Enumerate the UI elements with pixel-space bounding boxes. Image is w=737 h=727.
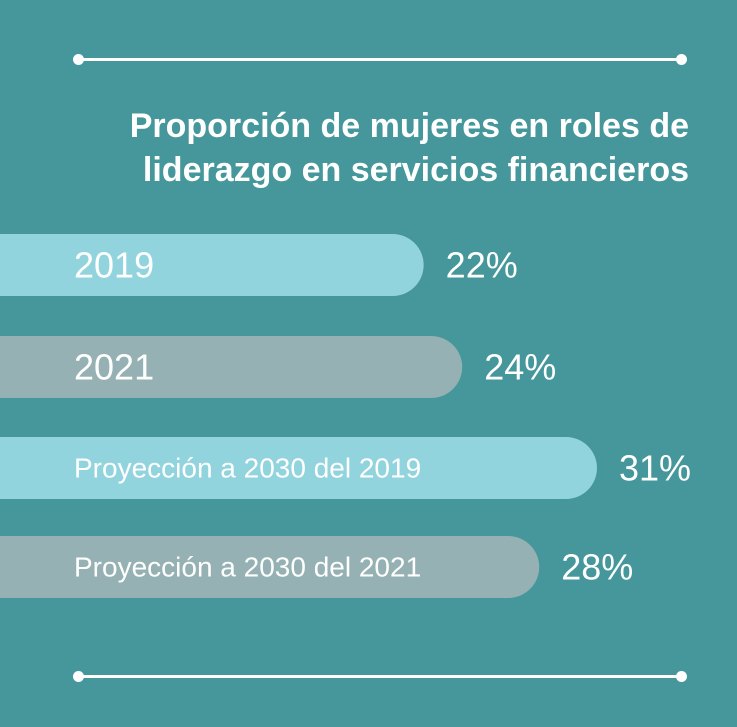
divider-dot-right — [676, 671, 687, 682]
bar-value-label: 28% — [561, 547, 633, 588]
bar-category-label: 2019 — [74, 245, 154, 286]
divider-dot-right — [676, 54, 687, 65]
divider-dot-left — [73, 671, 84, 682]
bottom-divider — [73, 671, 687, 682]
bar-value-label: 31% — [619, 448, 691, 489]
divider-dot-left — [73, 54, 84, 65]
bar-2 — [0, 336, 463, 398]
bar-category-label: 2021 — [74, 347, 154, 388]
chart-title: Proporción de mujeres en roles de lidera… — [129, 107, 689, 189]
bar-4 — [0, 536, 540, 598]
bar-category-label: Proyección a 2030 del 2021 — [74, 552, 421, 583]
bar-1 — [0, 234, 424, 296]
top-divider — [73, 54, 687, 65]
bar-value-label: 22% — [446, 245, 518, 286]
bar-value-label: 24% — [484, 347, 556, 388]
bar-category-label: Proyección a 2030 del 2019 — [74, 453, 421, 484]
bar-3 — [0, 437, 597, 499]
